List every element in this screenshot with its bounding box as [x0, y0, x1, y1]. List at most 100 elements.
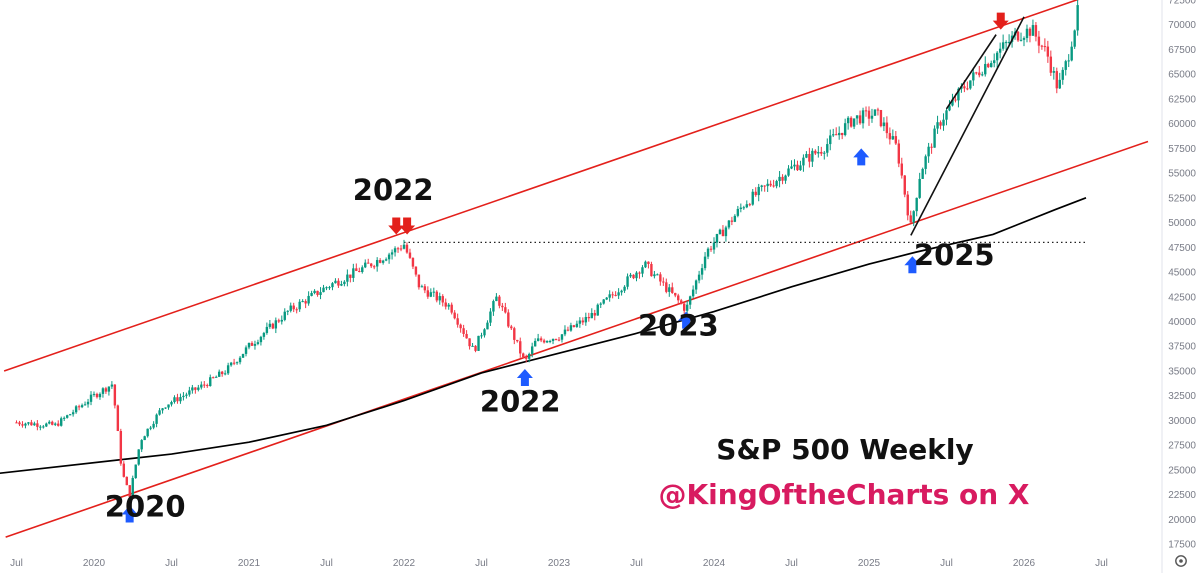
- candle-body: [653, 274, 656, 277]
- candle-body: [45, 423, 48, 427]
- candle-body: [167, 404, 170, 408]
- candle-body: [709, 248, 713, 250]
- candle-body: [146, 428, 149, 437]
- candle-body: [611, 294, 614, 296]
- trend-line: [945, 34, 997, 110]
- candle-body: [387, 254, 391, 260]
- candle-body: [21, 424, 24, 426]
- candle-body: [271, 323, 275, 329]
- candle-body: [441, 296, 444, 303]
- candle-body: [465, 333, 468, 339]
- candle-body: [468, 338, 471, 347]
- candle-body: [483, 329, 486, 336]
- candle-body: [605, 297, 608, 300]
- candle-body: [751, 191, 754, 205]
- candle-body: [283, 311, 286, 320]
- candle-body: [703, 256, 707, 269]
- candle-body: [54, 423, 57, 425]
- candle-body: [906, 194, 909, 216]
- year-label: 2023: [638, 308, 719, 342]
- candle-body: [891, 136, 895, 140]
- candle-body: [492, 301, 495, 312]
- candle-body: [945, 110, 948, 120]
- candle-body: [197, 387, 200, 390]
- candle-body: [823, 152, 826, 154]
- candle-body: [972, 72, 975, 81]
- candle-body: [179, 397, 182, 402]
- candle-body: [80, 405, 84, 408]
- candle-body: [668, 287, 671, 292]
- candle-body: [721, 229, 725, 237]
- candle-body: [680, 300, 683, 304]
- candle-body: [27, 422, 30, 424]
- candle-body: [918, 178, 921, 198]
- candle-body: [450, 304, 453, 313]
- candle-body: [477, 335, 480, 351]
- candle-body: [1055, 71, 1058, 89]
- candle-body: [930, 146, 933, 148]
- candle-body: [784, 175, 787, 181]
- candle-body: [381, 260, 385, 263]
- candle-body: [331, 283, 334, 288]
- y-tick-label: 37500: [1168, 342, 1196, 353]
- candle-body: [405, 244, 409, 253]
- candle-body: [173, 397, 176, 403]
- x-tick-label: Jul: [165, 558, 178, 569]
- y-tick-label: 65000: [1168, 70, 1196, 81]
- candle-body: [113, 384, 117, 406]
- candle-body: [250, 342, 254, 346]
- candle-body: [510, 326, 513, 329]
- candle-body: [647, 261, 650, 264]
- candle-body: [858, 115, 862, 124]
- x-tick-label: Jul: [785, 558, 798, 569]
- candle-body: [584, 316, 588, 323]
- candle-body: [700, 268, 704, 275]
- arrow-up-icon: [121, 505, 138, 523]
- x-tick-label: 2023: [548, 558, 571, 569]
- candle-body: [122, 463, 126, 477]
- candle-body: [1061, 69, 1064, 80]
- candle-body: [796, 164, 799, 171]
- candle-body: [456, 318, 459, 325]
- candle-body: [92, 393, 96, 395]
- candle-body: [1043, 46, 1047, 48]
- y-tick-label: 17500: [1168, 540, 1196, 551]
- candle-body: [754, 191, 757, 196]
- y-tick-label: 22500: [1168, 490, 1196, 501]
- candle-body: [763, 185, 766, 187]
- chart-title: S&P 500 Weekly: [716, 433, 973, 466]
- channel-lines: [3, 0, 1149, 538]
- x-tick-label: 2025: [858, 558, 881, 569]
- candle-body: [158, 410, 161, 415]
- candle-body: [578, 320, 582, 324]
- moving-average-line: [0, 197, 1087, 475]
- candle-body: [966, 88, 969, 90]
- candle-body: [429, 292, 433, 297]
- candle-body: [355, 268, 358, 271]
- candle-body: [30, 422, 33, 426]
- candle-body: [879, 110, 883, 127]
- candle-body: [1058, 79, 1061, 89]
- candle-body: [712, 242, 716, 250]
- candle-body: [1001, 42, 1005, 49]
- candle-body: [969, 80, 972, 89]
- candle-body: [781, 176, 784, 181]
- candle-body: [569, 325, 573, 331]
- gear-icon[interactable]: [1175, 555, 1187, 567]
- candle-body: [501, 305, 504, 308]
- candle-body: [203, 384, 206, 386]
- candle-body: [1007, 41, 1011, 43]
- arrow-down-icon: [992, 12, 1009, 30]
- candle-body: [319, 292, 322, 295]
- candle-body: [566, 329, 570, 331]
- candle-body: [232, 362, 236, 364]
- candle-body: [247, 342, 251, 348]
- y-tick-label: 42500: [1168, 292, 1196, 303]
- candle-body: [1049, 56, 1053, 73]
- candle-body: [402, 244, 406, 249]
- candle-body: [900, 163, 903, 176]
- candle-body: [724, 227, 728, 237]
- candle-body: [909, 215, 912, 223]
- candle-body: [340, 284, 343, 286]
